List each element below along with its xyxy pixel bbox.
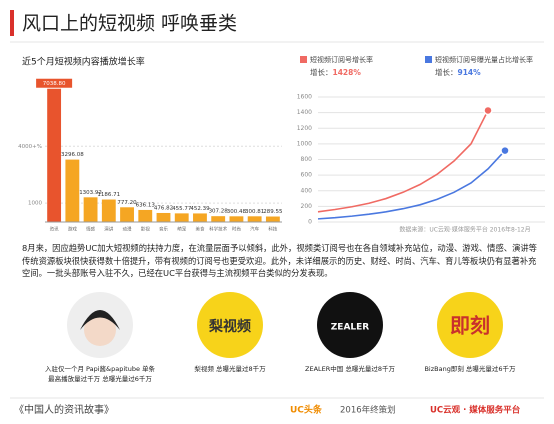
card-caption: ZEALER中国 总曝光量过8千万: [305, 364, 395, 373]
x-tick-label: 汽车: [250, 226, 259, 233]
data-label: 300.81: [245, 209, 264, 215]
x-tick-label: 演讲: [104, 226, 113, 233]
logo-text: 梨视频: [208, 318, 251, 335]
card-caption: 入驻仅一个月 Papi酱&papitube 单条: [45, 364, 156, 373]
legend-label: 短视频订阅号增长率: [310, 55, 373, 64]
growth-value: 914%: [458, 68, 482, 77]
chart-title: 近5个月短视频内容播放增长率: [22, 56, 145, 68]
card-logo: [437, 292, 503, 358]
y-tick-label: 400: [301, 187, 313, 194]
data-label: 7038.80: [43, 81, 66, 87]
x-tick-label: 时尚: [232, 226, 241, 233]
bar: [120, 207, 134, 222]
card-logo: [317, 292, 383, 358]
title-accent: [10, 10, 14, 36]
y-tick-label: 200: [301, 203, 313, 210]
bar: [83, 197, 98, 222]
x-tick-label: 科技: [268, 226, 277, 233]
y-tick-label: 4000+%: [18, 144, 42, 150]
avatar-hair: [80, 310, 120, 330]
bar: [101, 199, 116, 222]
source: 数据来源：UC云观·媒体服务平台 2016年8-12月: [399, 226, 530, 234]
logo-text: ZEALER: [331, 323, 370, 333]
data-label: 3296.08: [61, 152, 84, 158]
paragraph: 8月来，因应趋势UC加大短视频的扶持力度，在流量层面予以倾斜，此外，视频类订阅号…: [22, 243, 537, 278]
bar: [193, 213, 207, 222]
data-label: 476.82: [154, 205, 173, 211]
x-tick-label: 美食: [195, 226, 204, 233]
data-label: 1303.92: [79, 190, 102, 196]
data-label: 452.39: [190, 206, 210, 212]
x-tick-label: 音乐: [159, 226, 168, 233]
growth-value: 1428%: [333, 68, 362, 77]
line: [317, 150, 506, 220]
data-label: 777.20: [117, 200, 137, 206]
x-tick-label: 资讯: [50, 226, 59, 233]
footer-brand: UC头条: [290, 404, 323, 416]
bar: [47, 88, 62, 222]
card-caption: 梨视频 总曝光量过8千万: [194, 364, 266, 373]
bar: [247, 216, 262, 222]
footer-right: UC云观 · 媒体服务平台: [430, 405, 521, 416]
data-label: 636.13: [136, 202, 156, 208]
bar: [156, 212, 171, 222]
y-tick-label: 1000: [28, 201, 42, 207]
y-tick-label: 1600: [297, 94, 312, 101]
slide-title: 风口上的短视频 呼唤垂类: [22, 13, 237, 35]
legend-swatch: [425, 56, 432, 63]
card-caption: BizBang即刻 总曝光量过6千万: [424, 364, 516, 373]
bar: [211, 216, 226, 222]
growth-prefix: 增长：: [435, 67, 458, 77]
y-tick-label: 1200: [297, 125, 312, 132]
y-tick-label: 600: [301, 172, 313, 179]
data-label: 307.28: [209, 209, 229, 215]
data-label: 289.55: [263, 209, 283, 215]
x-tick-label: 情感: [86, 226, 95, 233]
bar: [265, 216, 280, 222]
y-tick-label: 1000: [297, 140, 312, 147]
card-caption: 最高播放量过千万 总曝光量过6千万: [48, 374, 152, 383]
bar: [174, 213, 189, 222]
end-point: [500, 145, 510, 156]
x-tick-label: 萌宠: [177, 226, 186, 233]
footer-middle: 2016年终策划: [340, 405, 396, 416]
y-tick-label: 0: [308, 219, 312, 226]
bar: [65, 159, 80, 222]
legend-swatch: [300, 56, 307, 63]
x-tick-label: 游戏: [68, 226, 77, 233]
x-tick-label: 科学技术: [209, 226, 227, 233]
logo-text: 即刻: [450, 314, 490, 338]
legend-label: 短视频订阅号曝光量占比增长率: [435, 55, 533, 64]
bar: [229, 216, 244, 222]
end-point: [483, 105, 493, 116]
data-label: 300.48: [227, 209, 247, 215]
y-tick-label: 800: [301, 156, 313, 163]
x-tick-label: 影视: [141, 226, 150, 233]
data-label: 455.77: [172, 206, 192, 212]
footer-left: 《中国人的资讯故事》: [14, 403, 114, 416]
legend-growth: 增长：914%: [435, 67, 481, 77]
card-logo: [197, 292, 263, 358]
legend-growth: 增长：1428%: [310, 67, 361, 77]
line: [317, 110, 489, 213]
data-label-bg: [36, 78, 73, 88]
x-tick-label: 动漫: [123, 226, 132, 233]
growth-prefix: 增长：: [310, 67, 333, 77]
y-tick-label: 1400: [297, 109, 312, 116]
data-label: 1186.71: [97, 192, 120, 198]
avatar-face: [84, 314, 116, 346]
bar: [138, 209, 153, 222]
